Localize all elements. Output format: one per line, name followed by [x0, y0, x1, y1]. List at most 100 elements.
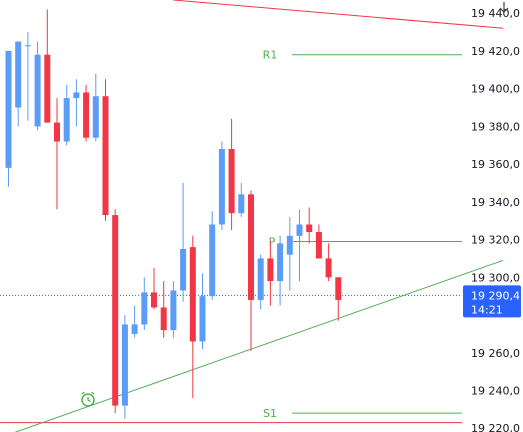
candle-body — [189, 247, 196, 342]
price-axis-tick-label: 19 380,0 — [471, 120, 520, 133]
candle-body — [83, 92, 90, 138]
candle-body — [218, 149, 225, 225]
candle-body — [335, 277, 342, 300]
candle-body — [34, 54, 41, 127]
candle-body — [102, 96, 109, 216]
last-price-value: 19 290,4 — [471, 289, 520, 302]
candle — [131, 305, 138, 338]
candle-body — [296, 224, 303, 236]
candle-body — [54, 122, 60, 142]
candle-body — [228, 149, 235, 214]
candle — [199, 273, 206, 349]
candle — [325, 243, 332, 282]
level-label-s1: S1 — [263, 407, 277, 420]
candle — [15, 41, 22, 127]
candle-body — [267, 258, 274, 282]
candle — [238, 182, 245, 217]
candle-body — [238, 194, 245, 214]
price-axis-tick-label: 19 360,0 — [471, 158, 520, 171]
trend-line-support[interactable] — [0, 259, 504, 432]
alarm-clock-bell-right — [91, 391, 95, 395]
candle-body — [63, 98, 70, 142]
candle-body — [325, 258, 332, 278]
candle — [180, 182, 187, 302]
pivot-levels[interactable]: R1 P S1 — [263, 49, 462, 420]
candle — [209, 211, 216, 300]
candle — [121, 315, 128, 419]
candle — [296, 209, 303, 282]
price-axis-tick-label: 19 420,0 — [471, 45, 520, 58]
candle-body — [160, 307, 167, 331]
candle-body — [92, 96, 99, 138]
candle — [277, 235, 284, 306]
candle-body — [151, 292, 157, 308]
candle — [248, 190, 254, 351]
candle-body — [257, 258, 264, 300]
alarm-clock-bell-left — [81, 391, 85, 395]
candle — [102, 79, 109, 221]
price-axis-tick-label: 19 240,0 — [471, 384, 520, 397]
candle-body — [209, 224, 216, 297]
candle-body — [15, 41, 22, 108]
trend-line-resistance[interactable] — [173, 0, 504, 29]
candle — [286, 216, 293, 291]
price-axis[interactable]: 19 440,0 19 420,0 19 400,0 19 380,0 19 360,0… — [471, 2, 520, 432]
candle — [83, 84, 90, 142]
candle — [218, 141, 225, 231]
level-label-r1: R1 — [263, 49, 278, 62]
candle-body — [131, 324, 138, 334]
candle — [44, 9, 51, 123]
candle — [5, 50, 12, 187]
candle — [267, 241, 274, 306]
candle — [160, 281, 167, 338]
price-axis-tick-label: 19 440,0 — [471, 7, 520, 20]
candle — [257, 254, 264, 310]
candle-body — [199, 296, 206, 342]
candle-body — [277, 243, 284, 282]
candle — [141, 277, 148, 331]
price-axis-tick-label: 19 300,0 — [471, 271, 520, 284]
candle-body — [170, 290, 177, 331]
price-axis-tick-label: 19 340,0 — [471, 196, 520, 209]
candle — [34, 41, 41, 131]
level-label-p: P — [269, 235, 276, 248]
alert-icon-group[interactable] — [81, 391, 95, 407]
last-price-time: 14:21 — [471, 303, 503, 316]
candle-body — [248, 194, 254, 300]
candle — [228, 118, 235, 231]
candle — [54, 98, 60, 210]
candle-body — [44, 54, 51, 123]
alarm-clock-hands — [87, 397, 91, 403]
candle — [73, 79, 80, 127]
candle-body — [5, 50, 12, 168]
price-axis-tick-label: 19 320,0 — [471, 234, 520, 247]
candle — [315, 224, 322, 259]
candle-body — [180, 249, 187, 291]
last-price-line — [0, 294, 462, 424]
price-axis-tick-label: 19 220,0 — [471, 422, 520, 432]
candle-body — [141, 292, 148, 325]
candle — [170, 281, 177, 338]
candle — [335, 277, 342, 321]
price-axis-tick-label: 19 260,0 — [471, 347, 520, 360]
candle — [24, 32, 31, 121]
candle-body — [306, 224, 313, 233]
trend-lines[interactable] — [0, 0, 504, 432]
candle-body — [315, 232, 322, 259]
candle-body — [112, 215, 119, 406]
candle — [63, 84, 70, 146]
candle-body — [73, 92, 80, 99]
candles — [5, 9, 342, 419]
last-price-tag: 19 290,414:21 — [463, 285, 521, 318]
candle — [112, 209, 119, 414]
candle — [306, 207, 313, 244]
candle-body — [121, 324, 128, 406]
last-price-tag-bg — [463, 285, 521, 318]
candle — [189, 235, 196, 399]
candle — [151, 267, 157, 310]
candle-body — [24, 45, 31, 47]
candle-body — [286, 235, 293, 255]
price-axis-tick-label: 19 400,0 — [471, 83, 520, 96]
candle — [92, 73, 99, 142]
